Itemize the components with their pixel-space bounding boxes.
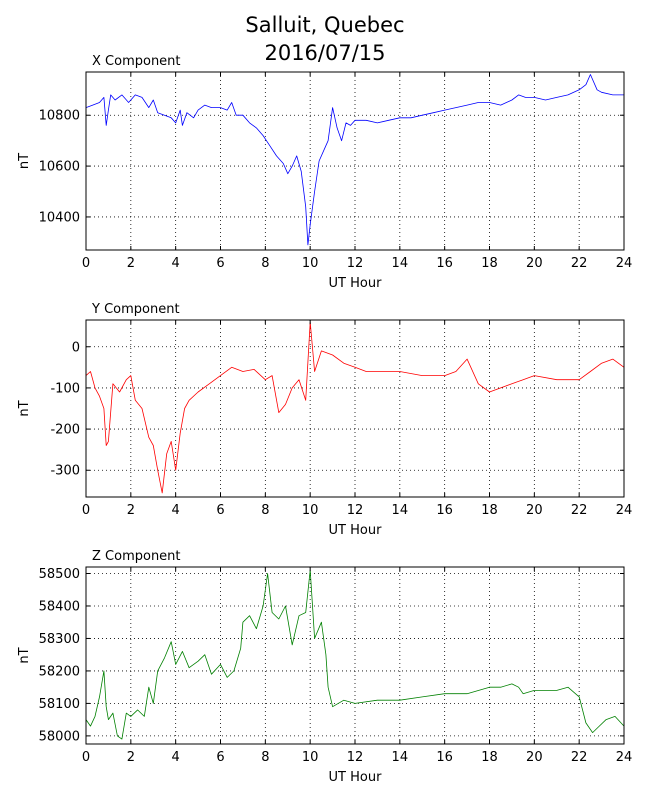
- z-x-tick-label: 24: [616, 750, 633, 765]
- y-x-tick-label: 14: [392, 503, 409, 518]
- x-x-tick-label: 4: [172, 256, 180, 271]
- y-y-tick-label: 0: [72, 340, 80, 355]
- z-x-tick-label: 22: [571, 750, 588, 765]
- z-y-tick-label: 58100: [39, 697, 80, 712]
- x-data-line: [85, 74, 624, 246]
- z-component-chart: 0 2 4 6 8 10 12 14 16 18 20 22 245800058100582005830…: [17, 549, 632, 785]
- z-y-tick-label: 58000: [39, 729, 80, 744]
- z-x-tick-label: 4: [172, 750, 180, 765]
- z-x-tick-label: 20: [526, 750, 543, 765]
- y-subtitle: Y Component: [91, 302, 180, 317]
- y-x-tick-label: 10: [302, 503, 319, 518]
- x-x-tick-label: 12: [347, 256, 364, 271]
- x-x-tick-label: 14: [392, 256, 409, 271]
- y-x-tick-label: 6: [216, 503, 224, 518]
- y-x-tick-label: 12: [347, 503, 364, 518]
- x-x-tick-label: 16: [436, 256, 453, 271]
- y-x-tick-label: 2: [127, 503, 135, 518]
- y-y-axis-label: nT: [17, 400, 32, 416]
- y-y-tick-label: -100: [50, 381, 80, 396]
- y-x-tick-label: 16: [436, 503, 453, 518]
- x-y-tick-label: 10400: [39, 210, 80, 225]
- x-x-tick-label: 10: [302, 256, 319, 271]
- z-subtitle: Z Component: [92, 549, 181, 564]
- x-x-tick-label: 6: [216, 256, 224, 271]
- z-data-line: [85, 569, 625, 740]
- z-y-tick-label: 58500: [39, 567, 80, 582]
- y-x-tick-label: 0: [82, 503, 90, 518]
- z-y-axis-label: nT: [17, 647, 32, 663]
- chart-title-line-2: 2016/07/15: [264, 41, 386, 65]
- z-x-axis-label: UT Hour: [329, 770, 383, 785]
- z-x-tick-label: 8: [261, 750, 269, 765]
- y-data-line: [85, 321, 625, 494]
- z-x-tick-label: 6: [216, 750, 224, 765]
- y-x-axis-label: UT Hour: [329, 523, 383, 538]
- y-x-tick-label: 4: [172, 503, 180, 518]
- x-x-axis-label: UT Hour: [329, 276, 383, 291]
- z-x-tick-label: 18: [481, 750, 498, 765]
- z-x-tick-label: 2: [127, 750, 135, 765]
- y-y-tick-label: -200: [50, 423, 80, 438]
- x-x-tick-label: 2: [127, 256, 135, 271]
- x-y-tick-label: 10800: [39, 109, 80, 124]
- z-y-tick-label: 58300: [39, 632, 80, 647]
- x-y-tick-label: 10600: [39, 160, 80, 175]
- x-y-axis-label: nT: [17, 153, 32, 169]
- z-x-tick-label: 0: [82, 750, 90, 765]
- x-x-tick-label: 22: [571, 256, 588, 271]
- y-x-tick-label: 20: [526, 503, 543, 518]
- z-x-tick-label: 10: [302, 750, 319, 765]
- x-x-tick-label: 24: [616, 256, 633, 271]
- chart-title-line-1: Salluit, Quebec: [245, 13, 405, 37]
- x-x-tick-label: 0: [82, 256, 90, 271]
- y-x-tick-label: 24: [616, 503, 633, 518]
- x-x-tick-label: 18: [481, 256, 498, 271]
- z-x-tick-label: 12: [347, 750, 364, 765]
- z-x-tick-label: 16: [436, 750, 453, 765]
- z-x-tick-label: 14: [392, 750, 409, 765]
- y-x-tick-label: 18: [481, 503, 498, 518]
- x-x-tick-label: 20: [526, 256, 543, 271]
- z-y-tick-label: 58200: [39, 664, 80, 679]
- y-x-tick-label: 22: [571, 503, 588, 518]
- y-y-tick-label: -300: [50, 464, 80, 479]
- x-x-tick-label: 8: [261, 256, 269, 271]
- z-y-tick-label: 58400: [39, 599, 80, 614]
- x-subtitle: X Component: [92, 54, 181, 69]
- y-x-tick-label: 8: [261, 503, 269, 518]
